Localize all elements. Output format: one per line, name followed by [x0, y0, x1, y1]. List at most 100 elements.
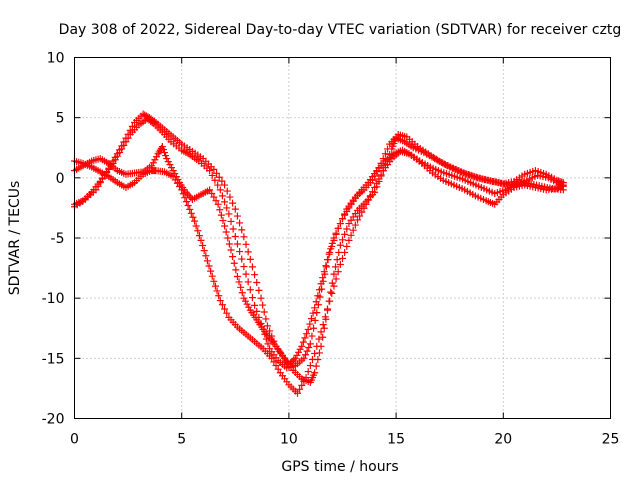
data-point: [215, 292, 223, 300]
data-point: [351, 221, 359, 229]
data-point: [245, 303, 253, 311]
data-point: [223, 204, 231, 212]
data-point: [92, 186, 100, 194]
data-point: [210, 193, 218, 201]
data-point: [345, 236, 353, 244]
data-point: [559, 181, 567, 189]
data-point: [315, 286, 323, 294]
data-point: [307, 315, 315, 323]
data-point: [335, 248, 343, 256]
data-point: [221, 305, 229, 313]
data-point: [323, 256, 331, 264]
data-point: [227, 246, 235, 254]
data-point: [184, 202, 192, 210]
data-point: [210, 277, 218, 285]
data-point: [311, 316, 319, 324]
data-point: [218, 301, 226, 309]
data-point: [314, 292, 322, 300]
data-point: [221, 222, 229, 230]
data-point: [293, 351, 301, 359]
data-point: [233, 273, 241, 281]
data-point: [244, 248, 252, 256]
data-point: [333, 256, 341, 264]
data-point: [308, 332, 316, 340]
y-tick-label: 0: [56, 171, 65, 187]
x-tick-label: 20: [494, 432, 512, 448]
data-point: [216, 206, 224, 214]
data-point: [94, 182, 102, 190]
series-track-a: [71, 110, 567, 386]
data-point: [200, 247, 208, 255]
data-point: [186, 205, 194, 213]
data-point: [223, 187, 231, 195]
data-point: [304, 368, 312, 376]
data-point: [242, 270, 250, 278]
data-point: [225, 240, 233, 248]
data-point: [215, 173, 223, 181]
data-point: [207, 267, 215, 275]
data-point: [291, 354, 299, 362]
data-point: [311, 304, 319, 312]
data-point: [262, 315, 270, 323]
data-point: [322, 262, 330, 270]
data-point: [236, 219, 244, 227]
data-point: [124, 134, 132, 142]
data-point: [161, 149, 169, 157]
data-point: [213, 169, 221, 177]
data-point: [195, 232, 203, 240]
data-point: [235, 278, 243, 286]
data-point: [339, 254, 346, 262]
data-point: [332, 229, 340, 237]
data-point: [223, 309, 231, 317]
data-point: [319, 321, 327, 329]
series-track-b: [71, 115, 567, 372]
data-point: [306, 340, 314, 348]
series-track-d: [71, 143, 567, 368]
data-point: [362, 200, 370, 208]
data-point: [203, 257, 211, 265]
data-point: [169, 167, 177, 175]
data-point: [148, 118, 156, 126]
data-point: [319, 274, 327, 282]
data-point: [339, 215, 346, 223]
data-point: [194, 227, 202, 235]
data-point: [366, 192, 374, 200]
data-point: [326, 297, 334, 305]
data-point: [354, 216, 362, 224]
data-point: [206, 186, 214, 194]
data-point: [260, 308, 268, 316]
data-point: [293, 389, 301, 397]
data-point: [287, 359, 295, 367]
data-point: [332, 263, 340, 271]
y-tick-label: 5: [56, 111, 65, 127]
data-point: [330, 270, 338, 278]
data-point: [217, 211, 225, 219]
data-point: [191, 217, 199, 225]
x-tick-label: 25: [602, 432, 620, 448]
data-point: [187, 209, 195, 217]
data-point: [268, 354, 276, 362]
data-point: [300, 377, 308, 385]
data-point: [375, 175, 383, 183]
data-point: [334, 268, 342, 276]
y-tick-label: -20: [42, 412, 65, 428]
data-point: [309, 309, 317, 317]
data-point: [264, 340, 272, 348]
data-point: [208, 189, 216, 197]
data-point: [341, 230, 349, 238]
data-point: [358, 208, 366, 216]
data-point: [327, 288, 335, 296]
data-point: [168, 164, 176, 172]
data-point: [253, 279, 261, 287]
data-point: [248, 263, 256, 271]
data-point: [242, 240, 250, 248]
data-point: [336, 241, 344, 249]
data-point: [243, 300, 251, 308]
data-point: [303, 347, 311, 355]
data-point: [120, 141, 128, 149]
data-point: [241, 297, 249, 305]
data-point: [205, 262, 213, 270]
data-point: [208, 272, 216, 280]
data-point: [323, 305, 331, 313]
